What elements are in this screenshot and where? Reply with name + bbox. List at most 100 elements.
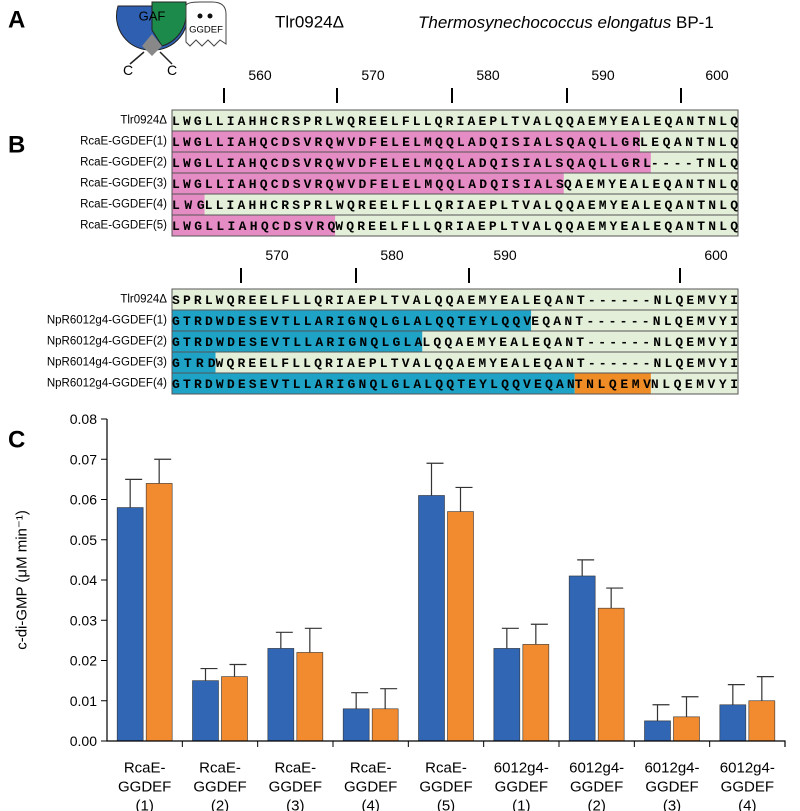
x-tick-label: GGDEF <box>419 779 472 796</box>
x-tick-label: RcaE- <box>199 760 241 777</box>
row-label: NpR6014g4-GGDEF(3) <box>47 357 167 369</box>
y-tick-label: 0.06 <box>70 492 97 508</box>
y-tick-label: 0.07 <box>70 451 97 467</box>
bar <box>192 680 219 742</box>
error-bar <box>154 458 172 484</box>
ggdef-label: GGDEF <box>189 25 223 36</box>
segment-bg <box>172 289 738 310</box>
segment-bg <box>574 373 651 394</box>
segment-bg <box>172 352 216 373</box>
segment-bg <box>172 331 423 352</box>
row-label: RcaE-GGDEF(4) <box>80 199 167 211</box>
segment-bg <box>531 310 738 331</box>
bar <box>644 720 671 742</box>
y-tick-label: 0.04 <box>70 572 97 588</box>
segment-bg <box>172 110 738 131</box>
error-bar <box>426 462 444 496</box>
segment-bg <box>640 131 738 152</box>
bar <box>116 507 144 742</box>
x-tick-label: GGDEF <box>344 779 397 796</box>
error-bar <box>455 486 473 512</box>
row-label: NpR6012g4-GGDEF(1) <box>47 315 167 327</box>
x-tick-label: 6012g4- <box>569 760 624 777</box>
error-bar <box>501 627 519 649</box>
sequence: LQQAEMYEALEQANT------NLQEMVYI <box>422 335 738 350</box>
sequence: WQREELFLLQRIAEPLTVALQQAEMYEALEQANTNLQ <box>335 219 738 234</box>
row-border <box>171 214 739 237</box>
bar <box>673 716 700 742</box>
bar <box>568 575 596 742</box>
position-label: 570 <box>361 67 385 83</box>
segment-bg <box>172 194 205 215</box>
x-tick-label: (1) <box>135 798 153 811</box>
x-tick-label: RcaE- <box>425 760 467 777</box>
position-label: 590 <box>591 67 615 83</box>
segment-bg <box>650 373 738 394</box>
domain-icon: GAF GGDEF C C <box>115 1 227 78</box>
organism: Thermosynechococcus elongatus BP-1 <box>418 13 714 32</box>
bar <box>342 708 370 742</box>
segment-bg <box>215 352 739 373</box>
axes <box>106 419 786 747</box>
x-tick-label: (1) <box>512 798 530 811</box>
linker <box>142 34 162 56</box>
x-tick-label: 6012g4- <box>644 760 699 777</box>
x-tick-label: GGDEF <box>721 779 774 796</box>
sequence: GTRDWDESEVTLLARIGNQLGLALQQTEYLQQVEQAN <box>172 377 575 392</box>
error-bar <box>727 684 745 705</box>
error-bar <box>756 676 774 701</box>
segment-bg <box>650 152 738 173</box>
row-label: RcaE-GGDEF(2) <box>80 157 167 169</box>
sequence: LWG <box>172 198 205 213</box>
position-label: 590 <box>493 247 517 263</box>
segment-bg <box>172 215 336 236</box>
error-bar <box>200 667 218 681</box>
row-label: RcaE-GGDEF(1) <box>80 136 167 148</box>
x-tick-label: RcaE- <box>350 760 392 777</box>
error-bar <box>351 692 369 709</box>
error-bar <box>125 478 143 508</box>
panel-label: B <box>8 132 25 159</box>
termini-lines <box>129 51 173 65</box>
segment-bg <box>172 310 532 331</box>
error-bar <box>652 704 670 721</box>
bar <box>145 483 173 742</box>
terminal-label: C <box>167 62 177 78</box>
position-label: 580 <box>476 67 500 83</box>
bar <box>493 648 521 742</box>
segment-bg <box>335 215 738 236</box>
x-tick-label: RcaE- <box>274 760 316 777</box>
sequence: LWGLLIAHQCDSVRQWVDFELELMQQLADQISIALSQAQL… <box>172 135 640 150</box>
x-tick-label: GGDEF <box>118 779 171 796</box>
error-bar <box>530 623 548 645</box>
y-tick-label: 0.08 <box>70 411 97 427</box>
x-tick-label: (5) <box>437 798 455 811</box>
row-label: Tlr0924Δ <box>120 294 167 306</box>
segment-bg <box>172 173 564 194</box>
sequence: LEQANTNLQ <box>640 135 738 150</box>
x-tick-label: (3) <box>663 798 681 811</box>
y-axis-label: c-di-GMP (μM min⁻¹) <box>14 510 31 650</box>
panel-label: C <box>8 427 25 454</box>
bar <box>597 607 625 742</box>
position-label: 600 <box>704 247 728 263</box>
y-tick-label: 0.02 <box>70 653 97 669</box>
position-label: 560 <box>248 67 272 83</box>
row-border <box>171 372 739 395</box>
species: Thermosynechococcus elongatus <box>418 13 672 32</box>
bar <box>522 644 550 742</box>
dot <box>207 13 213 19</box>
bar <box>221 676 248 742</box>
position-label: 580 <box>380 247 404 263</box>
x-tick-label: GGDEF <box>269 779 322 796</box>
x-tick-label: GGDEF <box>645 779 698 796</box>
ggdef-domain <box>185 1 227 47</box>
y-tick-label: 0.03 <box>70 612 97 628</box>
x-tick-label: GGDEF <box>193 779 246 796</box>
sequence: GTRDWDESEVTLLARIGNQLGLA <box>172 335 423 350</box>
x-tick-label: (2) <box>587 798 605 811</box>
row-label: Tlr0924Δ <box>120 115 167 127</box>
panel-label: A <box>8 7 25 34</box>
